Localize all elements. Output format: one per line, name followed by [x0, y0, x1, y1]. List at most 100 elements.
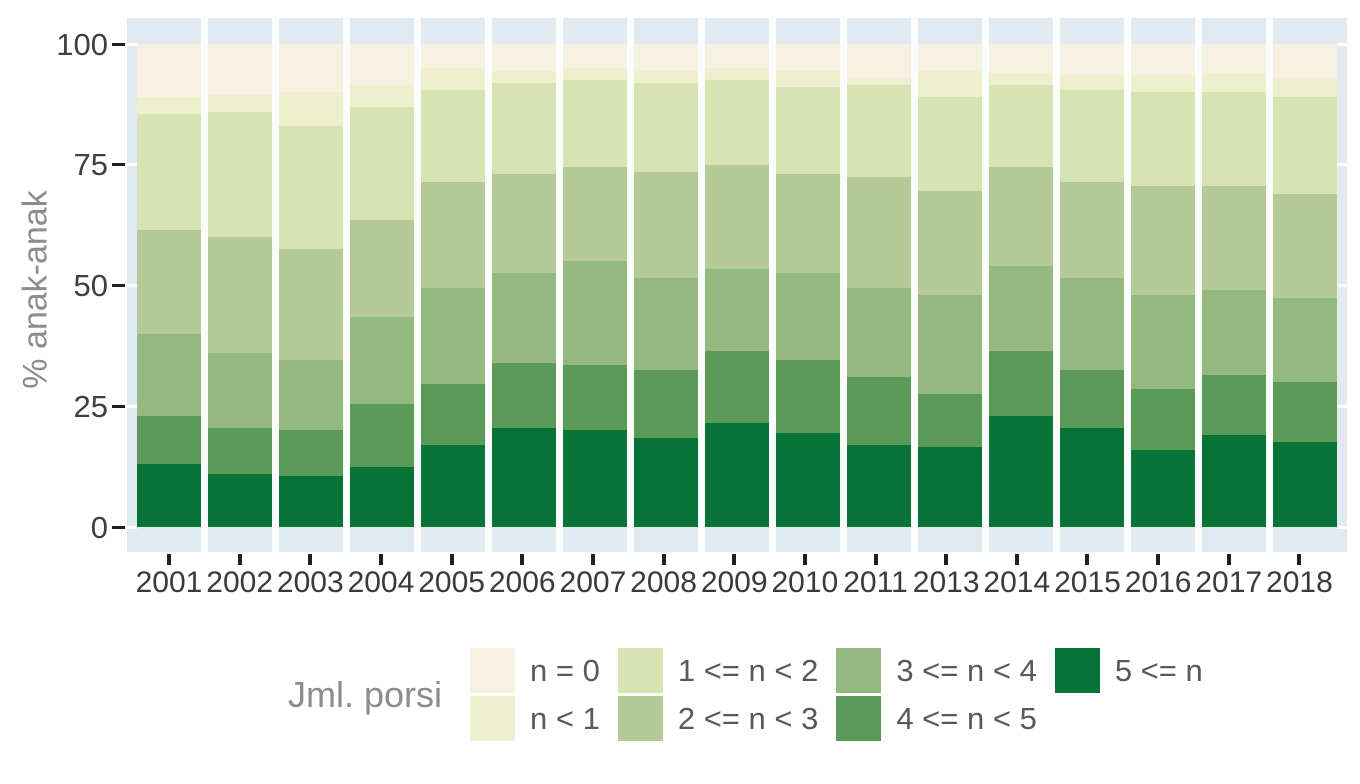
bar-segment — [350, 220, 414, 317]
legend-entry: 3 <= n < 4 — [836, 648, 1037, 693]
bar-segment — [989, 44, 1053, 73]
panel-margin-top — [918, 18, 982, 44]
bar-segment — [989, 72, 1053, 86]
bar-segment — [492, 427, 556, 527]
x-tick-mark — [1226, 554, 1231, 565]
legend-label: n < 1 — [530, 701, 600, 736]
bar-segment — [563, 80, 627, 168]
bar-segment — [350, 44, 414, 86]
bar-segments — [1060, 44, 1124, 527]
bar-segment — [1131, 389, 1195, 450]
panel-margin-top — [847, 18, 911, 44]
bar-column — [208, 18, 272, 552]
x-tick-label: 2018 — [1266, 566, 1333, 599]
bar-column — [492, 18, 556, 552]
y-tick-mark — [112, 284, 125, 287]
bar-segment — [208, 427, 272, 474]
panel-margin-top — [705, 18, 769, 44]
bar-segment — [563, 430, 627, 527]
bar-segment — [1060, 427, 1124, 527]
bar-segment — [776, 273, 840, 361]
legend-label: 4 <= n < 5 — [896, 701, 1037, 736]
bar-segment — [847, 77, 911, 86]
bar-segment — [350, 106, 414, 221]
bar-segment — [1131, 186, 1195, 296]
bar-segment — [1202, 374, 1266, 436]
bar-segment — [208, 94, 272, 112]
bar-segment — [1131, 92, 1195, 187]
bar-segment — [776, 174, 840, 274]
bar-segment — [634, 44, 698, 71]
bar-segment — [492, 70, 556, 83]
bar-segment — [350, 316, 414, 404]
x-tick-label: 2007 — [559, 566, 627, 599]
x-tick-mark — [1156, 554, 1161, 565]
bar-column — [137, 18, 201, 552]
bar-segment — [634, 70, 698, 83]
bar-segment — [1202, 44, 1266, 73]
panel-margin-bottom — [137, 527, 201, 552]
x-tick-label: 2011 — [843, 566, 908, 599]
panel-margin-bottom — [350, 527, 414, 552]
y-tick-mark — [112, 404, 125, 408]
bar-segment — [634, 437, 698, 527]
bar-segment — [492, 44, 556, 71]
panel-margin-top — [989, 18, 1053, 44]
panel-margin-bottom — [776, 527, 840, 552]
bar-column — [350, 18, 414, 552]
panel-margin-top — [279, 18, 343, 44]
legend-swatch — [617, 648, 663, 693]
panel-margin-bottom — [1202, 527, 1266, 552]
bar-segment — [918, 191, 982, 296]
bar-segment — [918, 447, 982, 527]
x-tick-mark — [167, 554, 171, 565]
x-tick-mark — [802, 554, 807, 565]
bar-segment — [1060, 278, 1124, 370]
panel-margin-bottom — [989, 527, 1053, 552]
legend: Jml. porsi n = 0 n < 1 1 <= n < 2 2 <= n < … — [288, 648, 1203, 741]
panel-margin-top — [421, 18, 485, 44]
bar-segment — [1202, 72, 1266, 93]
bar-segment — [492, 82, 556, 175]
legend-entry: n = 0 — [470, 648, 600, 693]
bar-segment — [847, 85, 911, 177]
legend-swatch — [617, 696, 663, 741]
x-tick-mark — [237, 554, 242, 565]
legend-entry: 5 <= n — [1054, 648, 1203, 693]
bar-segment — [1273, 297, 1337, 383]
bar-segment — [989, 85, 1053, 168]
x-tick-label: 2005 — [418, 566, 485, 599]
y-tick-label: 75 — [73, 147, 108, 183]
bar-segments — [1273, 44, 1337, 527]
bar-segment — [279, 476, 343, 527]
bar-segment — [847, 176, 911, 288]
plot-panel — [127, 18, 1347, 552]
bar-segment — [705, 423, 769, 527]
bar-segment — [1060, 75, 1124, 90]
bar-column — [1131, 18, 1195, 552]
panel-margin-bottom — [208, 527, 272, 552]
legend-column: n = 0 n < 1 — [470, 648, 600, 741]
x-tick-label: 2013 — [912, 566, 980, 599]
bar-segments — [208, 44, 272, 527]
x-tick-label: 2015 — [1054, 566, 1121, 599]
x-tick-label: 2003 — [276, 566, 344, 599]
x-tick-mark — [1085, 554, 1090, 565]
bar-segment — [137, 114, 201, 230]
x-tick-mark — [732, 554, 737, 565]
panel-margin-bottom — [1131, 527, 1195, 552]
bar-segment — [563, 167, 627, 262]
panel-margin-bottom — [492, 527, 556, 552]
bar-segment — [279, 92, 343, 127]
bar-column — [563, 18, 627, 552]
bar-segment — [705, 268, 769, 351]
y-tick-label: 50 — [73, 268, 108, 303]
legend-entry: 1 <= n < 2 — [617, 648, 818, 693]
bar-segment — [563, 44, 627, 69]
legend-title: Jml. porsi — [288, 673, 443, 715]
x-tick-mark — [944, 554, 949, 565]
bar-column — [1202, 18, 1266, 552]
bar-column — [847, 18, 911, 552]
bar-segment — [350, 403, 414, 467]
bar-segment — [1202, 186, 1266, 291]
